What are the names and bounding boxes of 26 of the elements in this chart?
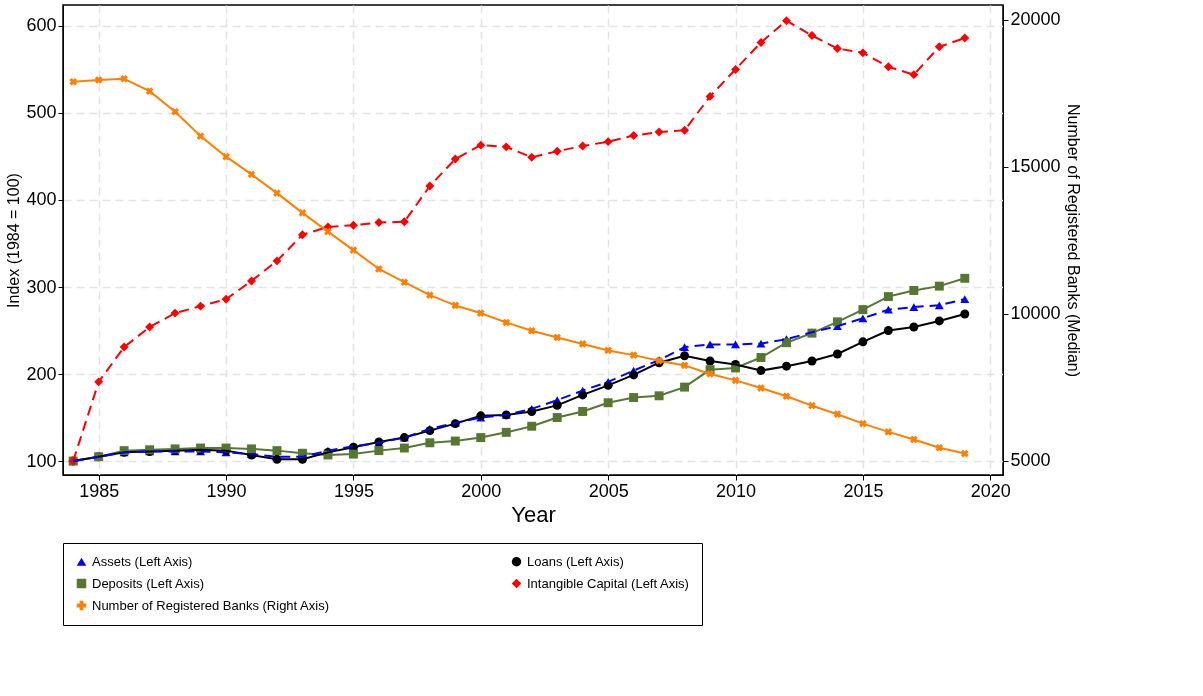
x-tick-label: 2015 xyxy=(843,480,884,501)
x-tick-label: 2020 xyxy=(970,480,1011,501)
legend-label: Loans (Left Axis) xyxy=(527,553,624,569)
legend-label: Deposits (Left Axis) xyxy=(92,575,204,591)
x-tick-label: 1990 xyxy=(206,480,247,501)
y-tick-label: 200 xyxy=(26,363,57,384)
x-tick-label: 2000 xyxy=(461,480,502,501)
x-tick-label: 1995 xyxy=(333,480,374,501)
y-tick-label: 400 xyxy=(26,189,57,210)
y2-tick-label: 20000 xyxy=(1010,9,1061,30)
legend-label: Intangible Capital (Left Axis) xyxy=(527,575,689,591)
y-tick-label: 500 xyxy=(26,102,57,123)
x-axis-title: Year xyxy=(511,501,556,527)
y-tick-label: 300 xyxy=(26,276,57,297)
legend-label: Assets (Left Axis) xyxy=(92,553,193,569)
y-axis-title: Index (1984 = 100) xyxy=(5,173,23,308)
x-tick-label: 2005 xyxy=(588,480,629,501)
y2-tick-label: 10000 xyxy=(1010,303,1061,324)
y2-axis-title: Number of Registered Banks (Median) xyxy=(1064,103,1082,378)
y-tick-label: 600 xyxy=(26,15,57,36)
x-tick-label: 1985 xyxy=(79,480,120,501)
y-tick-label: 100 xyxy=(26,450,57,471)
x-tick-label: 2010 xyxy=(716,480,757,501)
y2-tick-label: 15000 xyxy=(1010,156,1061,177)
legend-label: Number of Registered Banks (Right Axis) xyxy=(92,597,329,613)
y2-tick-label: 5000 xyxy=(1010,450,1051,471)
